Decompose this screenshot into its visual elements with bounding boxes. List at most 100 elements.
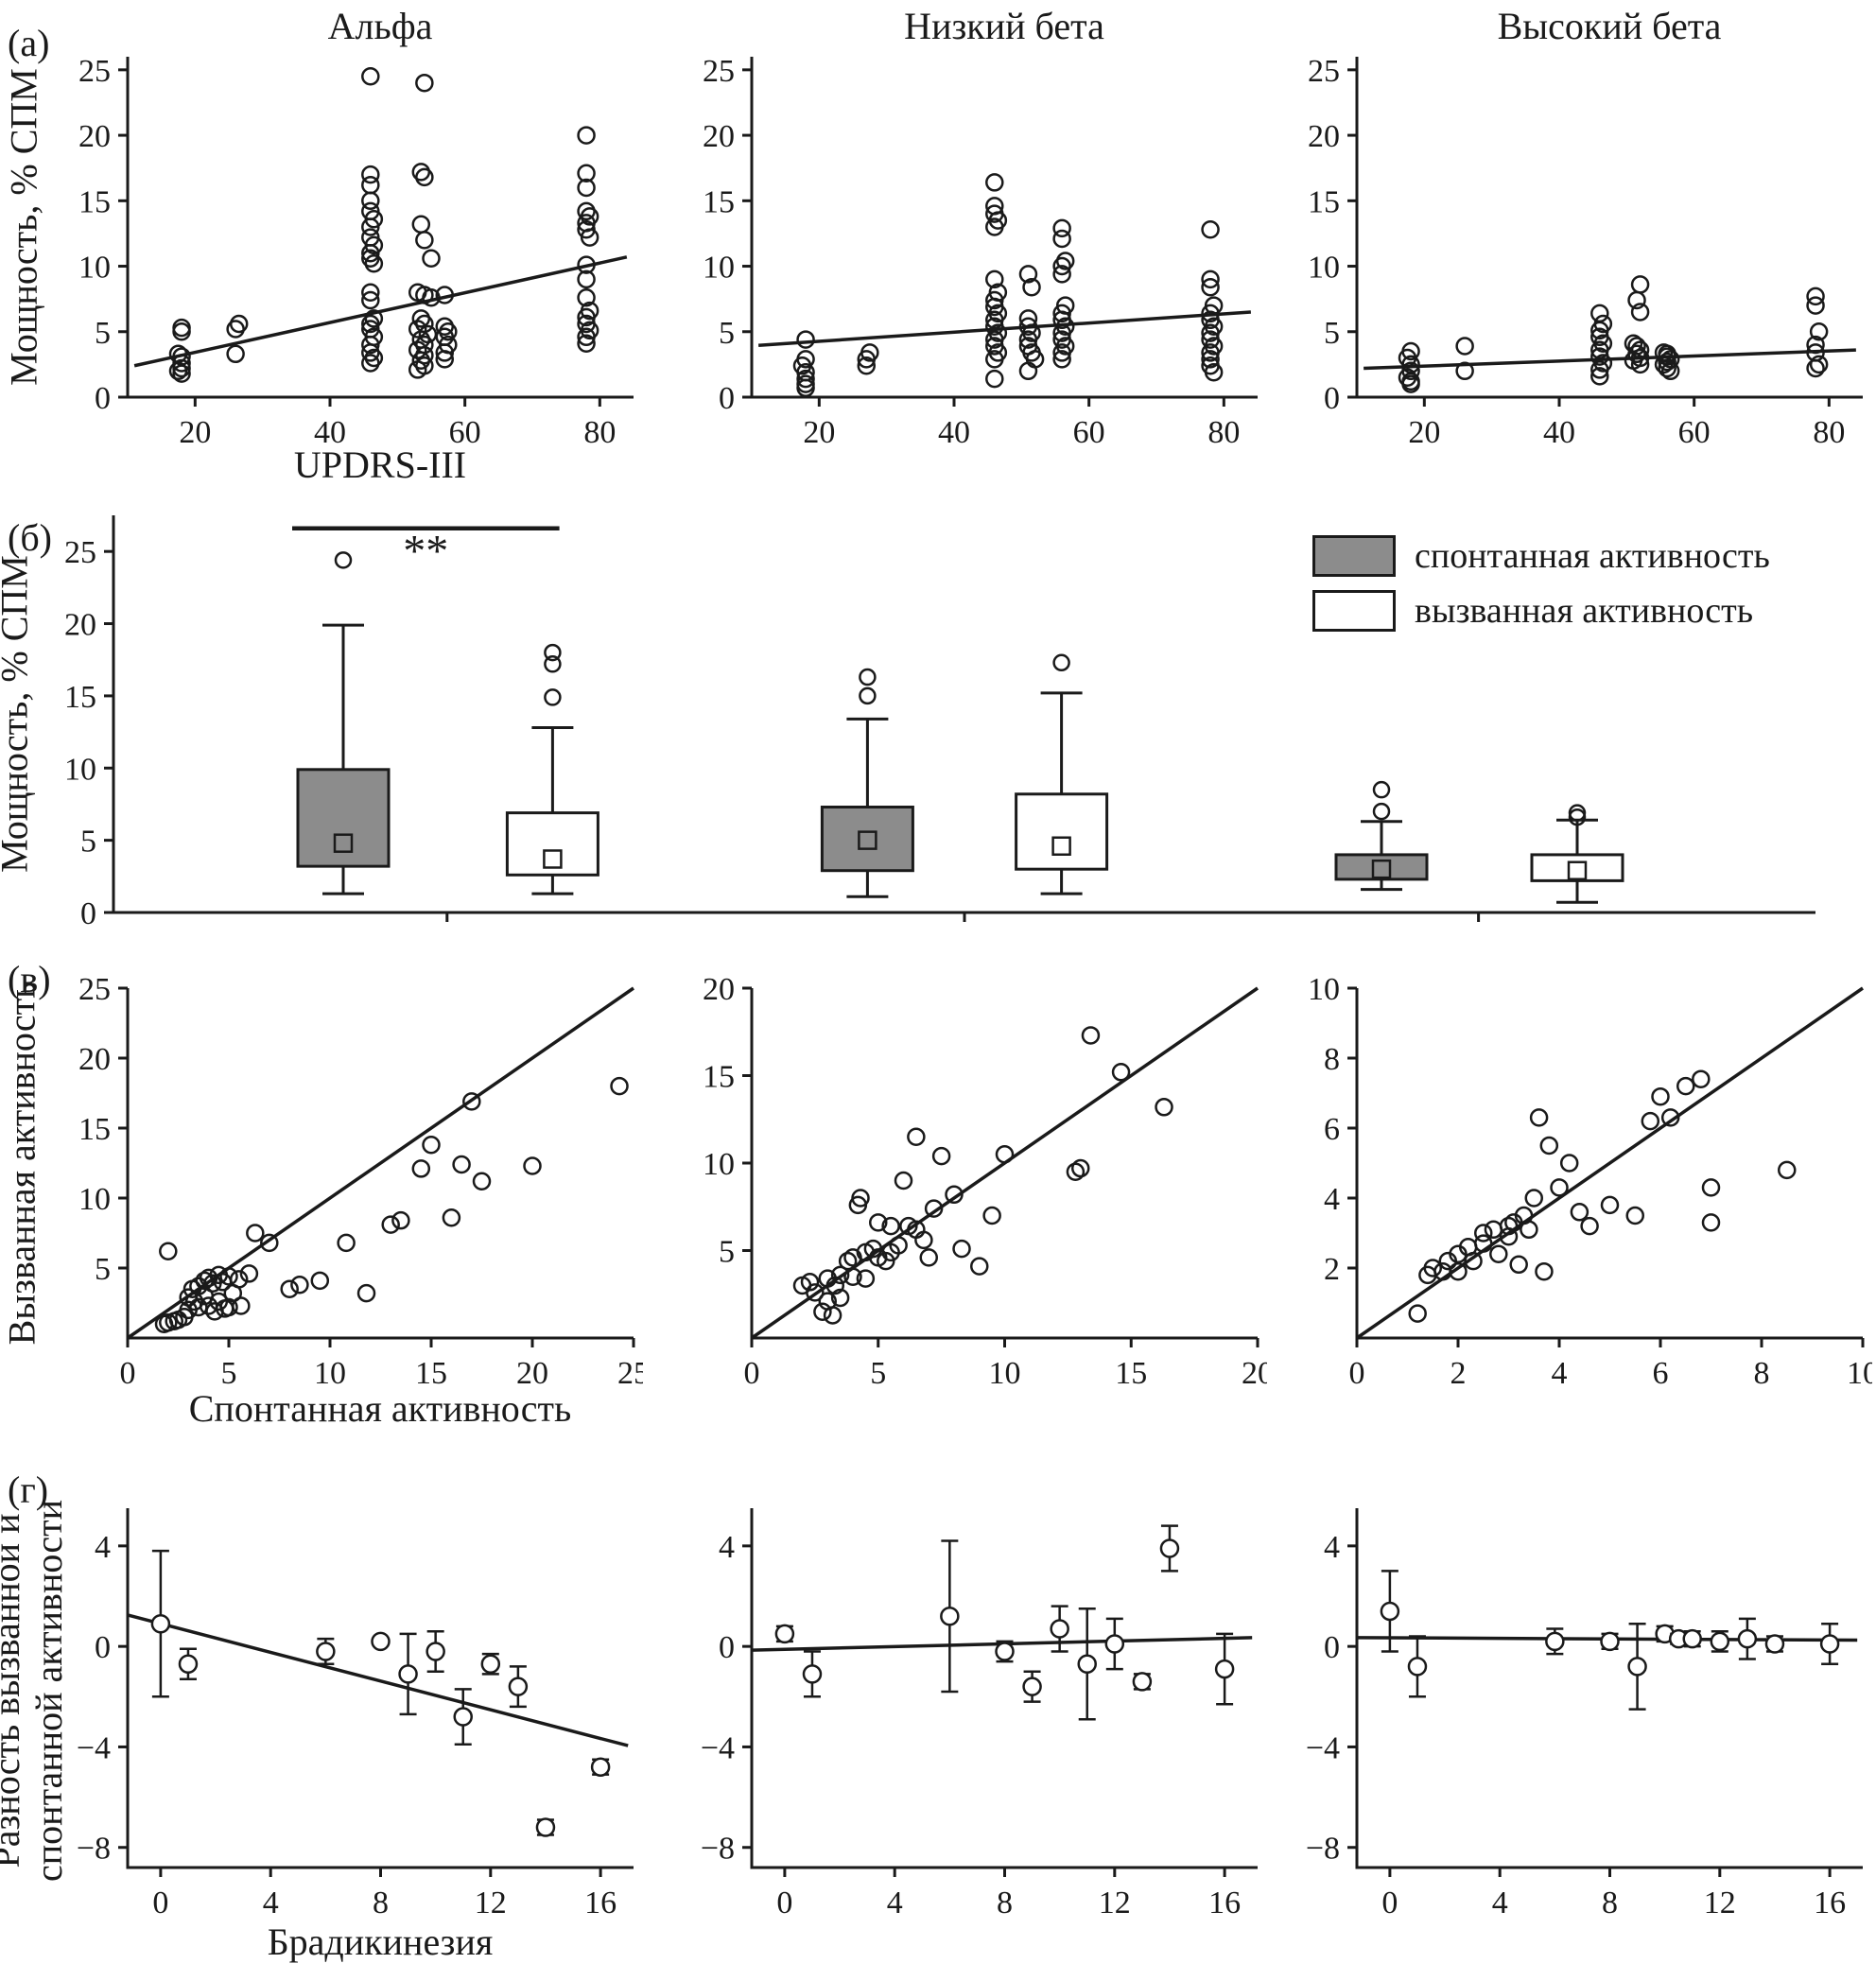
svg-text:8: 8 xyxy=(373,1885,389,1920)
svg-text:−4: −4 xyxy=(1306,1730,1340,1765)
svg-text:20: 20 xyxy=(78,119,111,154)
svg-text:25: 25 xyxy=(703,54,735,89)
svg-text:40: 40 xyxy=(938,415,970,450)
svg-text:0: 0 xyxy=(95,1630,111,1665)
chart-lowbeta-updrs-scatter: 0 5 10 15 20 25 20 40 60 80 xyxy=(703,54,1258,450)
svg-text:4: 4 xyxy=(1552,1356,1568,1391)
legend-swatch-evoked xyxy=(1312,590,1396,632)
g-y-axis-label-line1: Разность вызванной и xyxy=(0,1514,28,1868)
svg-text:10: 10 xyxy=(1308,251,1340,286)
svg-text:0: 0 xyxy=(1324,381,1340,416)
svg-text:20: 20 xyxy=(1308,119,1340,154)
svg-text:5: 5 xyxy=(719,1235,735,1270)
panel-label-a: (а) xyxy=(8,22,50,64)
svg-text:20: 20 xyxy=(803,415,835,450)
svg-text:10: 10 xyxy=(314,1356,346,1391)
legend-item-spontaneous: спонтанная активность xyxy=(1312,535,1770,577)
panel-label-v: (в) xyxy=(8,958,51,1000)
svg-text:5: 5 xyxy=(95,316,111,351)
svg-text:0: 0 xyxy=(1324,1630,1340,1665)
chart-alpha-updrs-scatter: 0 5 10 15 20 25 20 40 60 80 xyxy=(78,54,634,450)
legend-item-evoked: вызванная активность xyxy=(1312,590,1770,632)
column-title-high-beta: Высокий бета xyxy=(1497,5,1722,47)
svg-text:0: 0 xyxy=(776,1885,792,1920)
svg-text:15: 15 xyxy=(703,1060,735,1095)
svg-text:6: 6 xyxy=(1324,1112,1340,1147)
svg-text:5: 5 xyxy=(80,825,96,860)
svg-text:−8: −8 xyxy=(77,1832,111,1867)
svg-text:−8: −8 xyxy=(701,1832,735,1867)
svg-text:12: 12 xyxy=(1099,1885,1131,1920)
svg-text:0: 0 xyxy=(744,1356,760,1391)
svg-text:−4: −4 xyxy=(77,1730,111,1765)
svg-text:15: 15 xyxy=(1115,1356,1147,1391)
svg-text:**: ** xyxy=(403,526,448,576)
svg-text:4: 4 xyxy=(1492,1885,1508,1920)
svg-text:10: 10 xyxy=(64,752,96,787)
chart-highbeta-updrs-scatter: 0 5 10 15 20 25 20 40 60 80 xyxy=(1308,54,1863,450)
svg-text:5: 5 xyxy=(221,1356,237,1391)
v-y-axis-label: Вызванная активность xyxy=(0,981,43,1346)
svg-text:0: 0 xyxy=(1349,1356,1365,1391)
g-y-axis-label: Разность вызванной и спонтанной активнос… xyxy=(0,1500,71,1882)
svg-text:15: 15 xyxy=(1308,184,1340,219)
svg-text:0: 0 xyxy=(1381,1885,1398,1920)
svg-text:15: 15 xyxy=(415,1356,447,1391)
v-x-axis-label: Спонтанная активность xyxy=(188,1387,572,1430)
svg-text:12: 12 xyxy=(1704,1885,1736,1920)
chart-highbeta-diff-bradykinesia: −8 −4 0 4 0 4 8 12 16 xyxy=(1306,1508,1863,1920)
svg-text:16: 16 xyxy=(1814,1885,1846,1920)
svg-text:5: 5 xyxy=(95,1252,111,1287)
svg-text:16: 16 xyxy=(584,1885,617,1920)
svg-text:20: 20 xyxy=(703,119,735,154)
svg-text:15: 15 xyxy=(64,680,96,715)
svg-text:10: 10 xyxy=(1847,1356,1872,1391)
svg-text:4: 4 xyxy=(719,1530,735,1565)
chart-lowbeta-spont-evoked: 5 10 15 20 0 5 10 15 20 xyxy=(703,974,1267,1391)
a-x-axis-label: UPDRS-III xyxy=(293,443,467,486)
svg-text:80: 80 xyxy=(1207,415,1240,450)
legend: спонтанная активность вызванная активнос… xyxy=(1312,535,1770,645)
panel-label-b: (б) xyxy=(8,516,52,559)
svg-text:8: 8 xyxy=(1754,1356,1770,1391)
svg-text:60: 60 xyxy=(449,415,481,450)
svg-text:0: 0 xyxy=(95,381,111,416)
chart-highbeta-spont-evoked: 2 4 6 8 10 0 2 4 6 8 10 xyxy=(1308,974,1872,1391)
g-x-axis-label: Брадикинезия xyxy=(267,1920,494,1963)
svg-text:60: 60 xyxy=(1073,415,1105,450)
legend-label-evoked: вызванная активность xyxy=(1415,591,1754,631)
svg-text:25: 25 xyxy=(78,54,111,89)
svg-text:4: 4 xyxy=(1324,1530,1340,1565)
svg-text:5: 5 xyxy=(1324,316,1340,351)
svg-text:10: 10 xyxy=(989,1356,1021,1391)
svg-text:25: 25 xyxy=(1308,54,1340,89)
a-y-axis-label: Мощность, % СПМ xyxy=(2,68,45,386)
svg-text:25: 25 xyxy=(64,535,96,570)
svg-text:0: 0 xyxy=(152,1885,168,1920)
svg-text:5: 5 xyxy=(719,316,735,351)
legend-swatch-spontaneous xyxy=(1312,535,1396,577)
chart-lowbeta-diff-bradykinesia: −8 −4 0 4 0 4 8 12 16 xyxy=(701,1508,1258,1920)
svg-text:16: 16 xyxy=(1208,1885,1241,1920)
svg-text:10: 10 xyxy=(78,251,111,286)
svg-text:0: 0 xyxy=(719,381,735,416)
svg-text:40: 40 xyxy=(314,415,346,450)
svg-text:15: 15 xyxy=(78,1112,111,1147)
svg-text:12: 12 xyxy=(475,1885,507,1920)
svg-text:25: 25 xyxy=(617,1356,643,1391)
svg-text:10: 10 xyxy=(78,1182,111,1217)
svg-text:8: 8 xyxy=(1324,1042,1340,1077)
svg-text:2: 2 xyxy=(1450,1356,1467,1391)
svg-text:−4: −4 xyxy=(701,1730,735,1765)
svg-text:0: 0 xyxy=(120,1356,136,1391)
svg-text:15: 15 xyxy=(78,184,111,219)
svg-text:20: 20 xyxy=(1242,1356,1267,1391)
svg-text:8: 8 xyxy=(1602,1885,1618,1920)
svg-text:0: 0 xyxy=(80,896,96,931)
legend-label-spontaneous: спонтанная активность xyxy=(1415,536,1770,576)
svg-text:5: 5 xyxy=(870,1356,886,1391)
svg-text:4: 4 xyxy=(95,1530,111,1565)
svg-text:80: 80 xyxy=(1813,415,1845,450)
b-y-axis-label: Мощность, % СПМ xyxy=(0,555,36,873)
